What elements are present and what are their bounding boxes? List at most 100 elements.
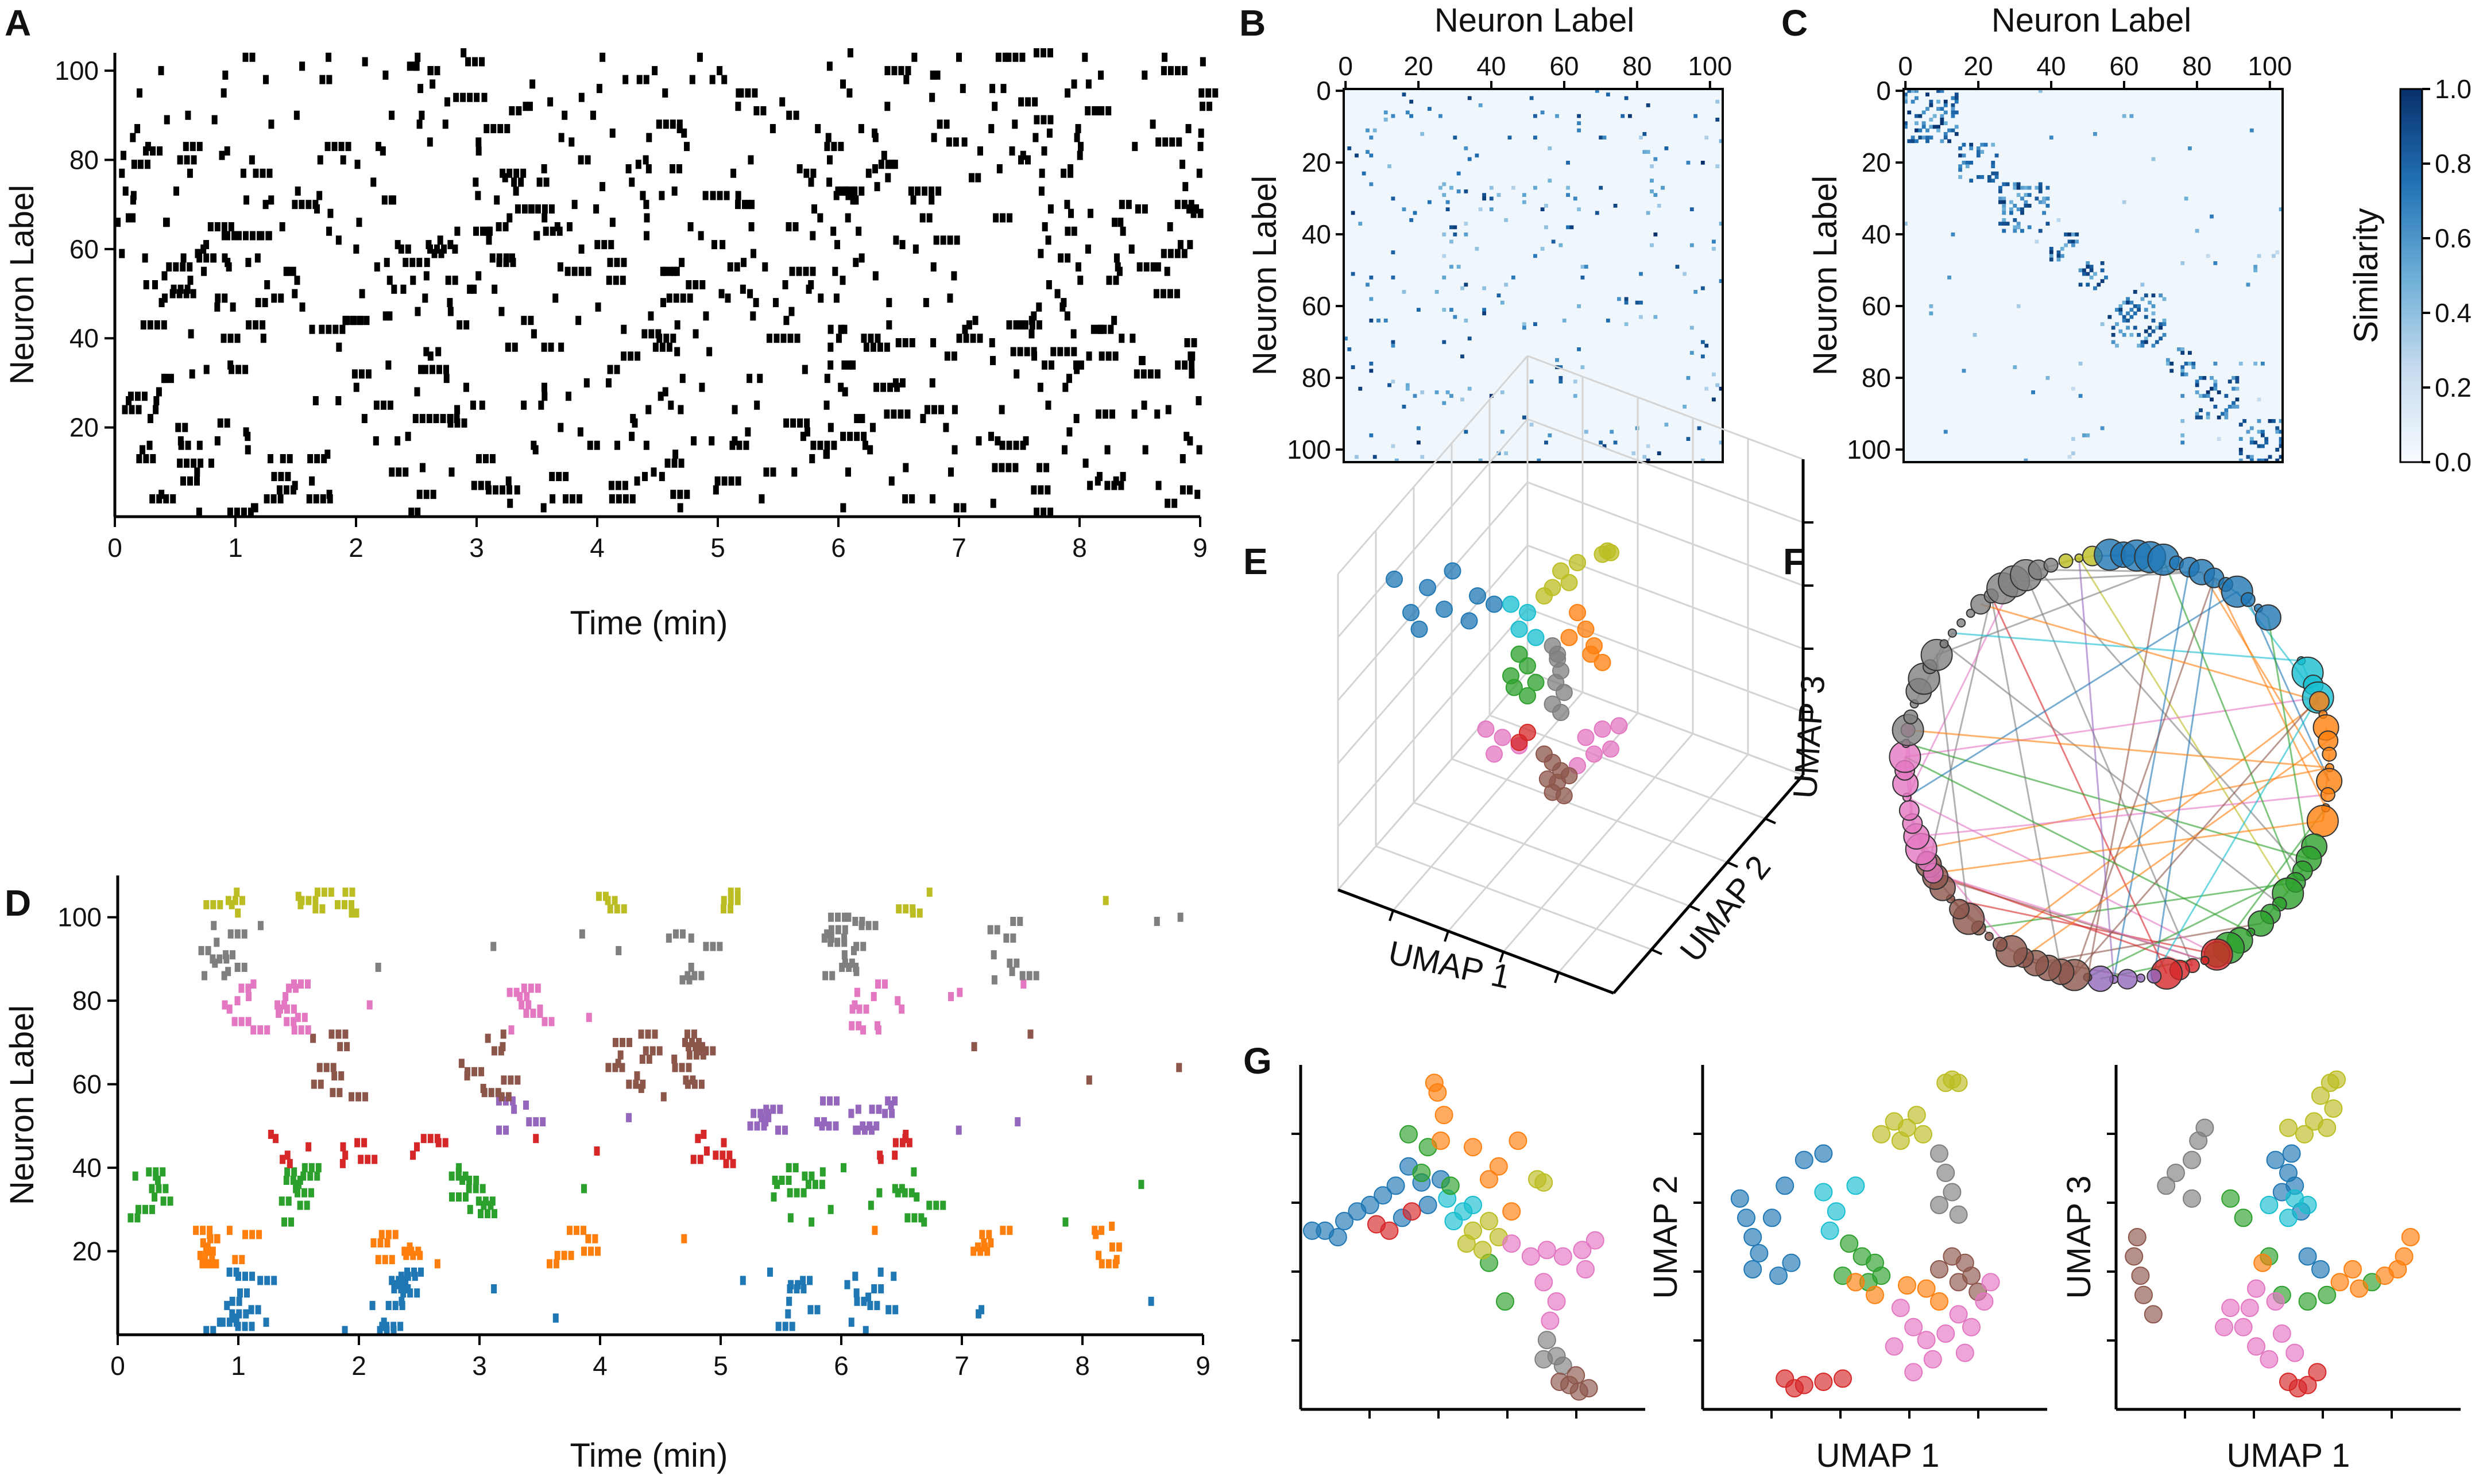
spike (142, 1204, 148, 1214)
matrix-cell (1416, 440, 1421, 445)
spike (331, 1071, 338, 1081)
matrix-cell (2024, 204, 2028, 208)
spike (1175, 360, 1181, 370)
g2-y-label: UMAP 2 (1647, 1176, 1684, 1299)
matrix-cell (2016, 193, 2021, 197)
matrix-cell (1464, 319, 1468, 323)
spike (1179, 160, 1186, 169)
spike (558, 133, 564, 142)
spike (426, 414, 432, 424)
spike (629, 177, 635, 187)
spike (634, 1071, 640, 1081)
spike (485, 1033, 491, 1043)
spike (780, 334, 787, 343)
spike (130, 133, 136, 142)
spike (263, 1318, 269, 1327)
spike (655, 329, 662, 339)
matrix-cell (2180, 433, 2185, 437)
spike (157, 146, 163, 156)
spike (506, 168, 513, 178)
umap1-tick (1389, 910, 1394, 921)
spike (459, 1175, 466, 1185)
spike (231, 1017, 238, 1026)
spike (312, 896, 319, 905)
spike (898, 409, 904, 419)
spike (645, 164, 652, 173)
spike (930, 494, 936, 503)
spike (473, 226, 479, 236)
spike (626, 1113, 632, 1122)
network-node (1939, 639, 1949, 649)
spike (265, 231, 272, 241)
x-tick-label: 0 (107, 533, 122, 563)
spike (852, 1272, 858, 1281)
matrix-cell (1998, 189, 2002, 193)
spike (434, 1134, 440, 1144)
spike (1162, 137, 1169, 147)
matrix-cell (2089, 265, 2094, 269)
scatter-point (1904, 1363, 1923, 1382)
spike (407, 61, 413, 71)
spike (1106, 276, 1112, 285)
matrix-cell (1489, 207, 1494, 211)
spike (628, 351, 634, 361)
spike (1025, 97, 1031, 107)
scatter-point (2234, 1318, 2253, 1336)
matrix-cell (2217, 415, 2221, 420)
scatter-point (2240, 1299, 2259, 1318)
spike (524, 991, 530, 1001)
matrix-cell (2013, 365, 2017, 369)
spike (753, 106, 760, 115)
matrix-cell (1624, 300, 1629, 305)
spike (222, 253, 228, 263)
matrix-cell (1577, 347, 1581, 351)
spike (496, 253, 502, 263)
matrix-cell (1642, 150, 1647, 154)
spike (874, 182, 880, 192)
spike (430, 79, 436, 89)
matrix-cell (2126, 326, 2130, 330)
spike (150, 454, 156, 463)
matrix-cell (2024, 458, 2028, 463)
spike (575, 316, 582, 326)
spike (130, 191, 137, 200)
scatter-point (1846, 1176, 1865, 1195)
spike (542, 1017, 548, 1026)
spike (187, 476, 193, 486)
matrix-cell (1704, 135, 1709, 140)
spike (185, 440, 191, 450)
spike (216, 1318, 223, 1327)
matrix-cell (2165, 358, 2170, 362)
spike (509, 1096, 516, 1106)
spike (881, 979, 888, 989)
spike (563, 494, 569, 503)
raster-d-y-label: Neuron Label (3, 1005, 41, 1205)
spike (868, 1200, 874, 1210)
spike (422, 293, 428, 303)
spike (416, 258, 423, 268)
spike (144, 160, 150, 169)
spike (750, 311, 756, 321)
spike (210, 1246, 216, 1256)
matrix-cell (1929, 118, 1933, 122)
matrix-cell (2148, 333, 2152, 337)
matrix-cell (2144, 293, 2148, 297)
spike (332, 324, 339, 334)
spike (810, 231, 816, 241)
matrix-cell (2045, 204, 2050, 208)
spike (226, 1318, 233, 1327)
matrix-cell (1540, 247, 1545, 251)
spike (245, 983, 252, 993)
spike (337, 1088, 343, 1098)
spike (288, 1217, 295, 1227)
spike (375, 142, 381, 152)
network-edge (2267, 617, 2310, 859)
matrix-cell (2137, 343, 2141, 348)
umap-point (1594, 654, 1611, 671)
spike (1026, 971, 1032, 981)
matrix-cell (1936, 89, 1940, 93)
spike (1103, 896, 1109, 905)
spike (724, 191, 730, 200)
spike (177, 284, 184, 294)
spike (489, 253, 496, 263)
